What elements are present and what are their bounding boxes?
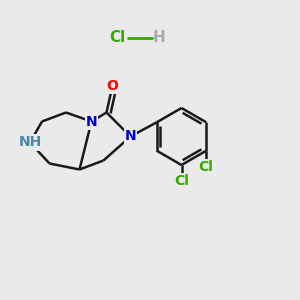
- Text: Cl: Cl: [199, 160, 214, 174]
- Text: H: H: [153, 30, 166, 45]
- Text: NH: NH: [18, 136, 42, 149]
- Text: N: N: [125, 130, 136, 143]
- Text: O: O: [106, 79, 119, 92]
- Text: Cl: Cl: [174, 175, 189, 188]
- Text: Cl: Cl: [110, 30, 126, 45]
- Text: N: N: [86, 115, 97, 128]
